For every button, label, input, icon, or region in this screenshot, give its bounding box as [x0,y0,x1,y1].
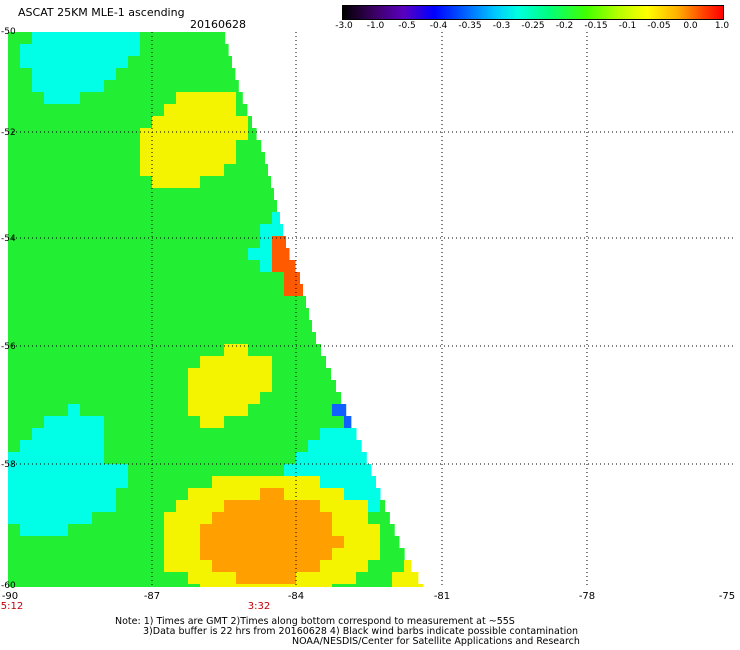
color-scale-tick: -0.25 [521,21,545,31]
lat-label: -54 [1,234,16,244]
lat-lon-grid [8,32,733,587]
lon-label: -84 [287,591,305,602]
lon-label: -75 [718,591,736,602]
lat-label: -56 [1,342,16,352]
color-scale-tick: -0.4 [429,21,448,31]
lon-label: -90 [1,591,19,602]
color-scale-bar [342,5,724,20]
time-label: 3:32 [247,601,271,612]
color-scale-tick: -0.3 [492,21,511,31]
color-scale-tick: 1.0 [714,21,730,31]
lat-label: -50 [1,27,16,37]
footnote-line: 3)Data buffer is 22 hrs from 20160628 4)… [143,626,579,637]
color-scale-tick: -0.05 [647,21,671,31]
swath-map-canvas [8,32,733,587]
color-scale-tick: -0.15 [584,21,608,31]
color-scale-tick: -3.0 [335,21,353,31]
lon-label: -87 [143,591,161,602]
color-scale-tick: 0.0 [683,21,698,31]
lon-label: -81 [433,591,451,602]
swath-cells [8,32,424,587]
color-scale-tick: -1.0 [366,21,385,31]
color-scale-tick: -0.2 [555,21,574,31]
lat-label: -58 [1,460,16,470]
swath-map [8,32,733,587]
color-scale-tick: -0.35 [458,21,482,31]
footnote-line: Note: 1) Times are GMT 2)Times along bot… [115,616,515,627]
color-scale-tick: -0.1 [618,21,637,31]
color-scale-tick: -0.5 [398,21,416,31]
lat-label: -52 [1,128,16,138]
footnote-line: NOAA/NESDIS/Center for Satellite Applica… [292,636,580,647]
lat-label: -60 [1,581,16,591]
map-date: 20160628 [190,18,246,31]
footnote: Note: 1) Times are GMT 2)Times along bot… [115,617,580,647]
map-title: ASCAT 25KM MLE-1 ascending [18,6,185,19]
lon-label: -78 [578,591,596,602]
time-label: 5:12 [0,601,24,612]
